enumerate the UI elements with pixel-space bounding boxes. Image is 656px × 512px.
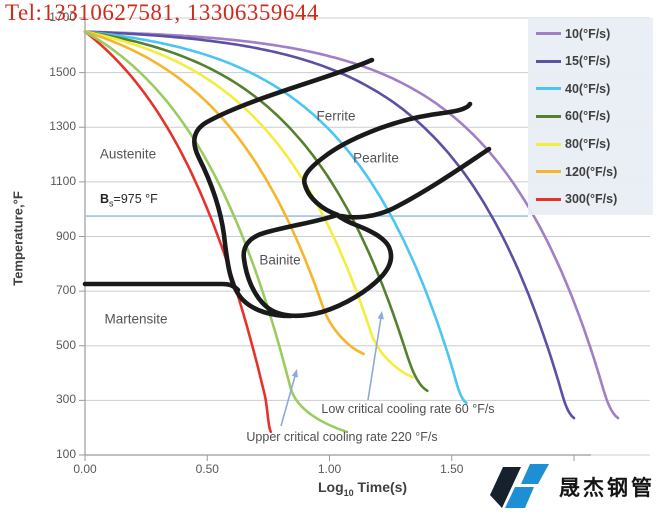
company-logo: 晟杰钢管 — [483, 461, 656, 512]
legend-label: 10(°F/s) — [565, 26, 611, 41]
cooling-curve-120 — [83, 30, 365, 356]
cooling-curve-80 — [83, 30, 414, 379]
cooling-curve-40 — [83, 30, 468, 405]
legend-swatch — [536, 170, 561, 174]
callout-arrowhead — [377, 311, 384, 320]
bs-symbol: B — [100, 192, 110, 206]
x-axis-title-post: Time(s) — [353, 479, 408, 495]
callout-arrow — [280, 372, 297, 427]
x-tick-label: 0.00 — [73, 462, 97, 476]
y-tick-label: 100 — [55, 447, 76, 461]
legend-item: 120(°F/s) — [528, 159, 653, 185]
x-tick-label: 0.50 — [195, 462, 219, 476]
callout-text: Upper critical cooling rate 220 °F/s — [246, 430, 438, 444]
cooling-curve-60 — [83, 30, 429, 393]
region-label-pearlite: Pearlite — [353, 150, 399, 166]
ferrite-start-curve — [192, 57, 375, 319]
logo-mark-icon — [490, 463, 549, 508]
region-label-martensite: Martensite — [104, 311, 168, 327]
legend-label: 120(°F/s) — [565, 164, 618, 179]
legend-swatch — [536, 59, 561, 63]
x-axis-title-sub: 10 — [343, 487, 354, 498]
region-label-ferrite: Ferrite — [316, 108, 356, 124]
legend-swatch — [536, 197, 561, 201]
cooling-curve-300 — [83, 30, 273, 434]
legend-item: 60(°F/s) — [528, 103, 653, 129]
x-axis-title-pre: Log — [318, 479, 344, 495]
legend-label: 80(°F/s) — [565, 137, 611, 152]
y-tick-label: 500 — [55, 337, 76, 352]
bainite-start-label: Bs=975 °F — [100, 192, 158, 209]
y-tick-label: 1500 — [49, 64, 76, 79]
callout-text: Low critical cooling rate 60 °F/s — [321, 402, 495, 416]
martensite-start-line — [82, 281, 241, 293]
y-tick-label: 1300 — [49, 119, 76, 134]
legend-item: 10(°F/s) — [528, 21, 653, 47]
y-tick-label: 900 — [55, 228, 76, 243]
y-axis-title: Temperature,°F — [10, 191, 26, 286]
y-tick-label: 1700 — [49, 10, 76, 24]
bs-subscript: s — [109, 198, 114, 209]
legend-item: 40(°F/s) — [528, 76, 653, 102]
x-tick-label: 1.50 — [440, 462, 464, 476]
legend-label: 60(°F/s) — [565, 109, 611, 124]
legend-item: 300(°F/s) — [528, 186, 653, 212]
logo-text: 晟杰钢管 — [559, 476, 655, 500]
legend-label: 40(°F/s) — [565, 81, 611, 96]
y-tick-label: 300 — [55, 392, 76, 407]
chart-legend: 10(°F/s) 15(°F/s) 40(°F/s) 60(°F/s) 80(°F/s)… — [528, 18, 653, 215]
bainite-region-curve — [241, 212, 394, 319]
legend-swatch — [536, 142, 561, 146]
phone-banner: Tel:13310627581, 13306359644 — [5, 0, 319, 25]
bs-value: =975 °F — [113, 192, 158, 206]
legend-swatch — [536, 32, 561, 36]
legend-swatch — [536, 114, 561, 118]
cooling-curve-220 — [83, 30, 348, 434]
y-tick-label: 1100 — [50, 173, 76, 188]
y-tick-label: 700 — [55, 283, 76, 298]
pearlite-start-curve — [302, 101, 473, 218]
legend-item: 15(°F/s) — [528, 48, 653, 74]
pearlite-finish-curve — [338, 146, 492, 220]
x-tick-label: 1.00 — [317, 462, 342, 476]
legend-label: 300(°F/s) — [565, 192, 618, 207]
region-label-bainite: Bainite — [259, 252, 301, 268]
callout-arrowhead — [291, 369, 298, 378]
legend-item: 80(°F/s) — [528, 131, 653, 157]
callout-arrow — [367, 314, 383, 401]
x-axis-title: Log10 Time(s) — [318, 479, 407, 498]
region-label-austenite: Austenite — [99, 146, 157, 162]
legend-label: 15(°F/s) — [565, 54, 611, 69]
legend-swatch — [536, 87, 561, 91]
